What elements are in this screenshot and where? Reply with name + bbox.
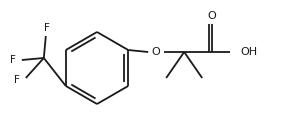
Text: F: F [14,75,20,85]
Text: OH: OH [240,47,257,57]
Text: O: O [208,11,217,21]
Text: F: F [44,23,50,33]
Text: O: O [152,47,161,57]
Text: F: F [10,55,16,65]
